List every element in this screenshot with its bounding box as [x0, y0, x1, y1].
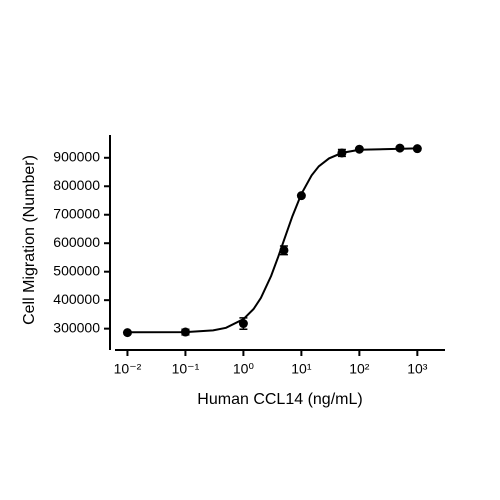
x-tick-label: 10³ [407, 361, 428, 377]
y-tick-label: 400000 [53, 291, 100, 307]
data-point [337, 148, 347, 158]
x-tick-label: 10² [349, 361, 370, 377]
y-tick-label: 600000 [53, 234, 100, 250]
data-point [395, 143, 405, 153]
y-axis-title: Cell Migration (Number) [21, 155, 38, 325]
data-point [279, 245, 289, 255]
data-point [180, 327, 190, 337]
data-point [238, 319, 248, 329]
y-tick-label: 700000 [53, 205, 100, 221]
y-tick-label: 800000 [53, 177, 100, 193]
y-tick-label: 300000 [53, 319, 100, 335]
data-point [122, 328, 132, 338]
x-tick-label: 10⁻¹ [172, 361, 200, 377]
data-point [412, 144, 422, 154]
x-axis-title: Human CCL14 (ng/mL) [197, 391, 362, 408]
fit-curve [127, 147, 418, 334]
x-tick-label: 10⁰ [233, 361, 255, 377]
data-point [354, 144, 364, 154]
y-tick-label: 500000 [53, 262, 100, 278]
x-tick-label: 10¹ [291, 361, 312, 377]
y-tick-label: 900000 [53, 148, 100, 164]
x-tick-label: 10⁻² [114, 361, 142, 377]
data-point [296, 191, 306, 201]
